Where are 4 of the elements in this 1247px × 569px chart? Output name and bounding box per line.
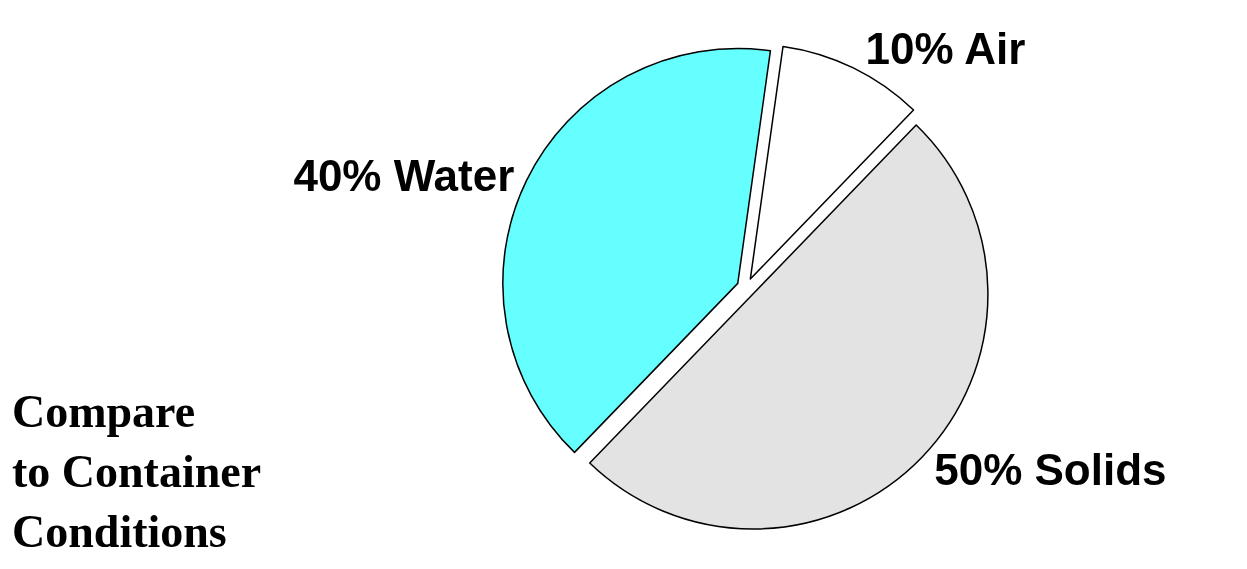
slice-label: 10% Air: [865, 23, 1026, 73]
slice-label: 40% Water: [293, 151, 515, 201]
slice-label: 50% Solids: [934, 444, 1167, 494]
text: Compare to Container Conditions: [12, 386, 262, 557]
